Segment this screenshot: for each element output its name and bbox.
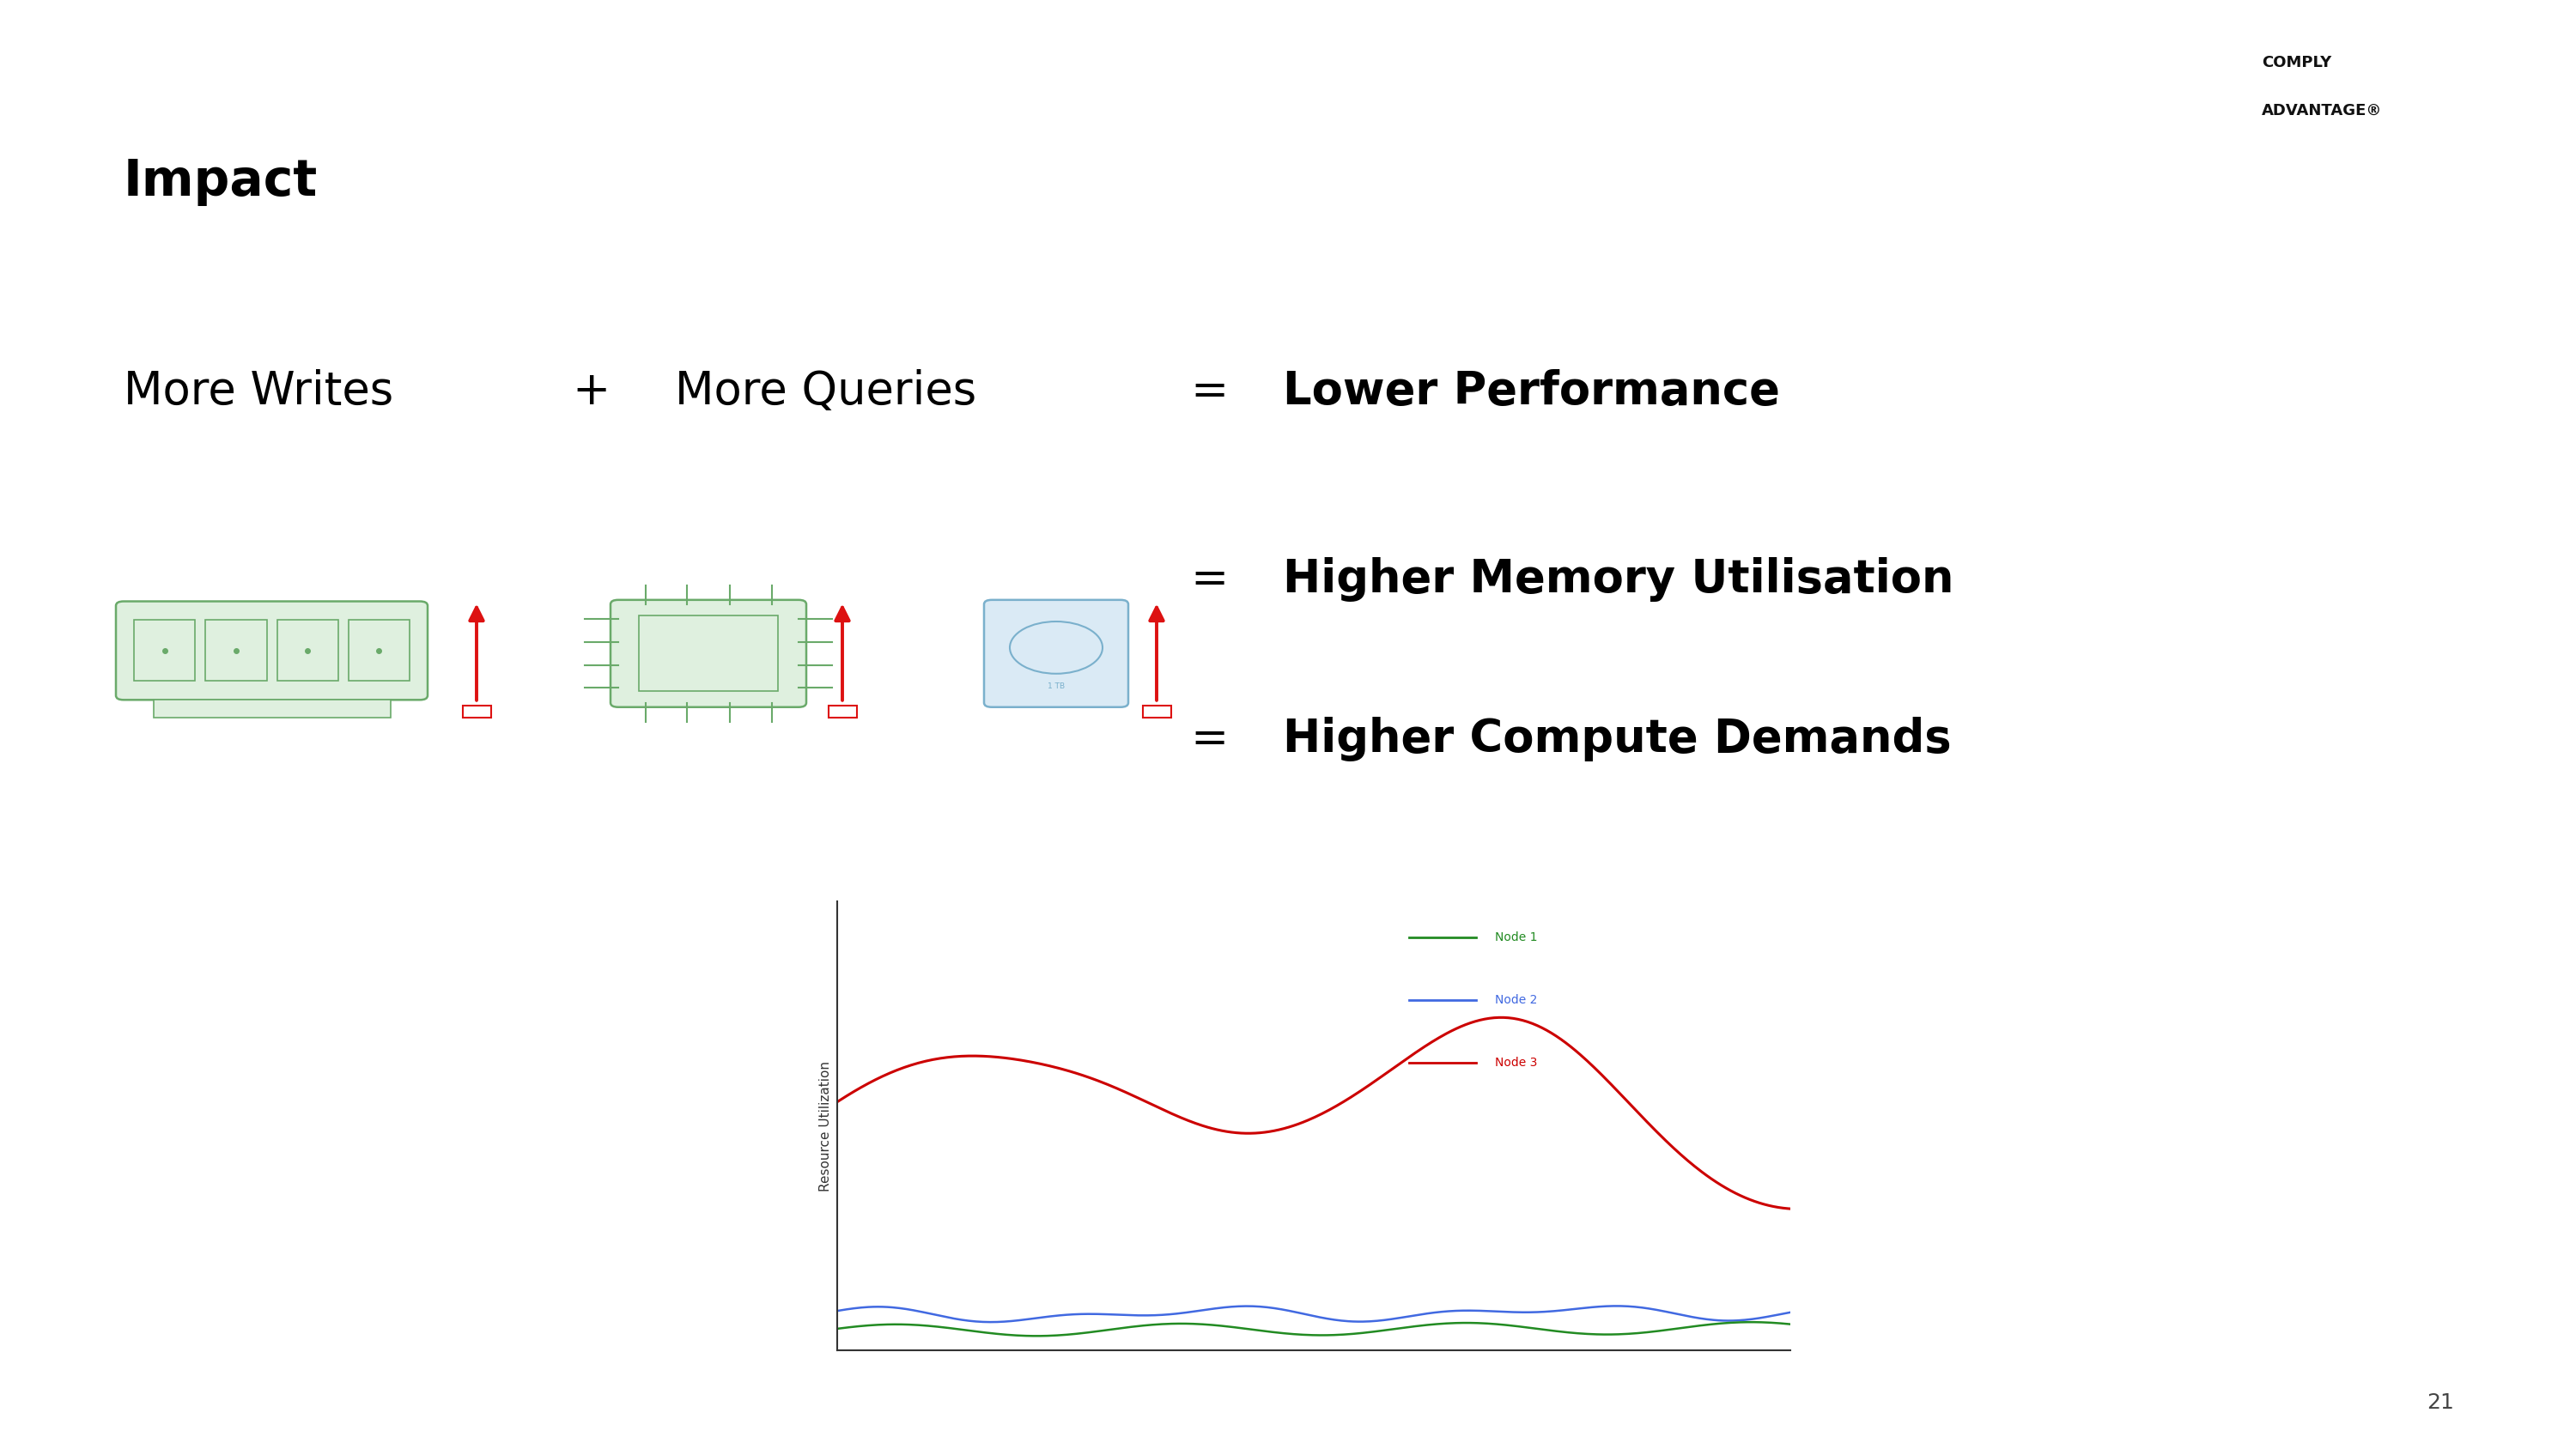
Y-axis label: Resource Utilization: Resource Utilization bbox=[819, 1061, 832, 1191]
Text: Higher Compute Demands: Higher Compute Demands bbox=[1283, 717, 1953, 761]
Bar bbox=[464, 706, 489, 717]
Bar bbox=[278, 620, 337, 681]
Text: Higher Memory Utilisation: Higher Memory Utilisation bbox=[1283, 558, 1953, 601]
Text: Node 3: Node 3 bbox=[1494, 1056, 1538, 1069]
Text: =: = bbox=[1190, 717, 1229, 761]
Bar bbox=[206, 620, 268, 681]
Text: Node 2: Node 2 bbox=[1494, 994, 1538, 1006]
Text: ADVANTAGE®: ADVANTAGE® bbox=[2262, 103, 2383, 119]
Text: More Writes: More Writes bbox=[124, 369, 394, 413]
Bar bbox=[639, 616, 778, 691]
Text: =: = bbox=[1190, 369, 1229, 413]
FancyBboxPatch shape bbox=[116, 601, 428, 700]
Text: More Queries: More Queries bbox=[675, 369, 976, 413]
Bar bbox=[134, 620, 196, 681]
Text: +: + bbox=[572, 369, 611, 413]
Text: Lower Performance: Lower Performance bbox=[1283, 369, 1780, 413]
Text: 1 TB: 1 TB bbox=[1048, 682, 1064, 690]
Bar bbox=[348, 620, 410, 681]
Text: Impact: Impact bbox=[124, 156, 317, 206]
Text: Node 1: Node 1 bbox=[1494, 932, 1538, 943]
Text: 21: 21 bbox=[2427, 1392, 2455, 1413]
FancyBboxPatch shape bbox=[984, 600, 1128, 707]
Bar bbox=[155, 700, 392, 717]
FancyBboxPatch shape bbox=[611, 600, 806, 707]
Text: =: = bbox=[1190, 558, 1229, 601]
Bar bbox=[1144, 706, 1170, 717]
Text: COMPLY: COMPLY bbox=[2262, 55, 2331, 71]
Bar bbox=[829, 706, 855, 717]
